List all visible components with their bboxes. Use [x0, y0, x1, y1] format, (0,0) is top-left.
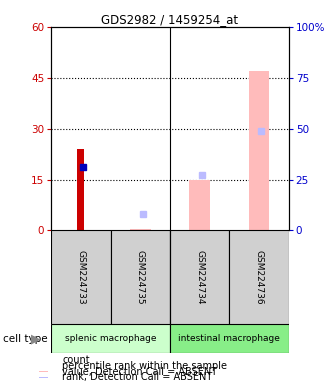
Text: cell type: cell type: [3, 334, 48, 344]
Bar: [170, 324, 289, 353]
Text: value, Detection Call = ABSENT: value, Detection Call = ABSENT: [62, 366, 217, 377]
Text: percentile rank within the sample: percentile rank within the sample: [62, 361, 227, 371]
Title: GDS2982 / 1459254_at: GDS2982 / 1459254_at: [101, 13, 239, 26]
Bar: [130, 229, 150, 230]
Text: GSM224733: GSM224733: [76, 250, 85, 305]
Bar: [229, 230, 289, 324]
Text: GSM224735: GSM224735: [136, 250, 145, 305]
Bar: [249, 71, 269, 230]
Bar: [170, 230, 229, 324]
Text: rank, Detection Call = ABSENT: rank, Detection Call = ABSENT: [62, 372, 212, 382]
Bar: [51, 324, 170, 353]
Text: intestinal macrophage: intestinal macrophage: [179, 334, 280, 343]
Bar: [51, 230, 111, 324]
Text: count: count: [62, 355, 90, 365]
Text: GSM224736: GSM224736: [254, 250, 264, 305]
Text: GSM224734: GSM224734: [195, 250, 204, 305]
Bar: [189, 180, 210, 230]
Text: splenic macrophage: splenic macrophage: [65, 334, 156, 343]
Bar: [111, 230, 170, 324]
Text: ▶: ▶: [31, 333, 41, 345]
Bar: [77, 149, 84, 230]
